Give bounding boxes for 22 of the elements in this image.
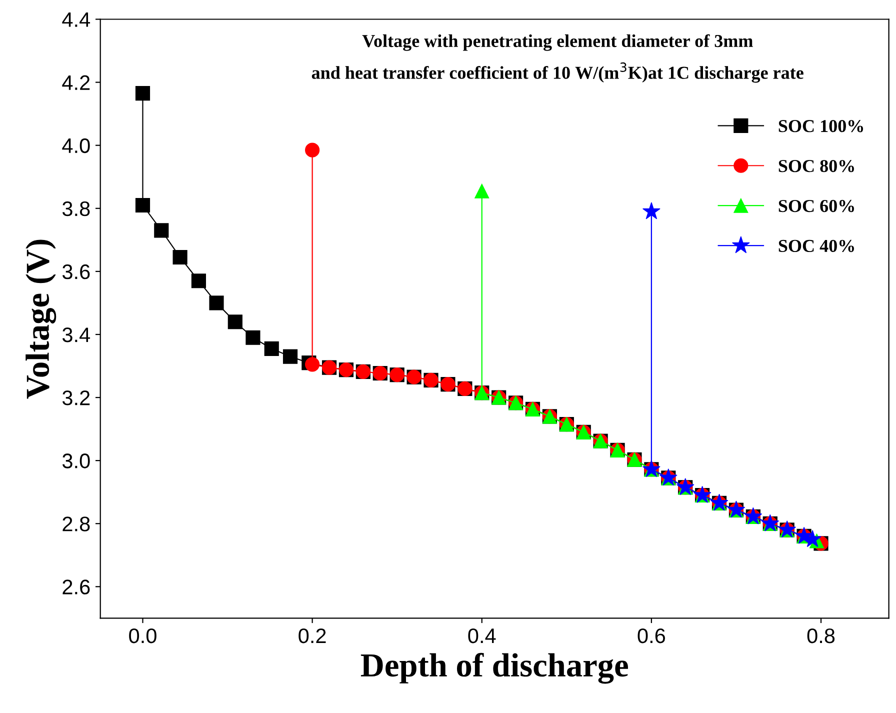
y-tick-label: 4.2 (62, 75, 90, 90)
y-tick-label: 3.8 (62, 201, 90, 216)
legend-label: SOC 40% (778, 240, 854, 252)
y-tick-label: 3.6 (62, 264, 90, 280)
y-tick-label: 3.4 (62, 327, 90, 342)
y-tick-label: 2.8 (62, 516, 90, 532)
x-tick-label: 0.4 (468, 628, 496, 644)
x-tick-label: 0.2 (298, 628, 326, 644)
y-axis-title: Voltage (V) (26, 240, 56, 399)
y-tick-label: 3.2 (62, 390, 90, 406)
text: Voltage with penetrating element diameter of 3mm and heat transfer coefficient of 10 W/(m$^{3}$K)at 1C discharge rate (312, 34, 804, 83)
y-tick-label: 4.0 (62, 138, 90, 154)
y-tick-label: 2.6 (62, 580, 90, 594)
x-tick-label: 0.6 (638, 628, 666, 644)
x-axis-title: Depth of discharge (360, 652, 628, 684)
x-tick-label: 0.0 (129, 628, 156, 644)
legend-label: SOC 60% (778, 200, 854, 212)
legend-label: SOC 100% (778, 120, 864, 132)
legend-label: SOC 80% (778, 160, 854, 172)
y-tick-label: 4.4 (62, 12, 90, 27)
x-tick-label: 0.8 (807, 628, 835, 644)
y-tick-label: 3.0 (62, 454, 90, 468)
